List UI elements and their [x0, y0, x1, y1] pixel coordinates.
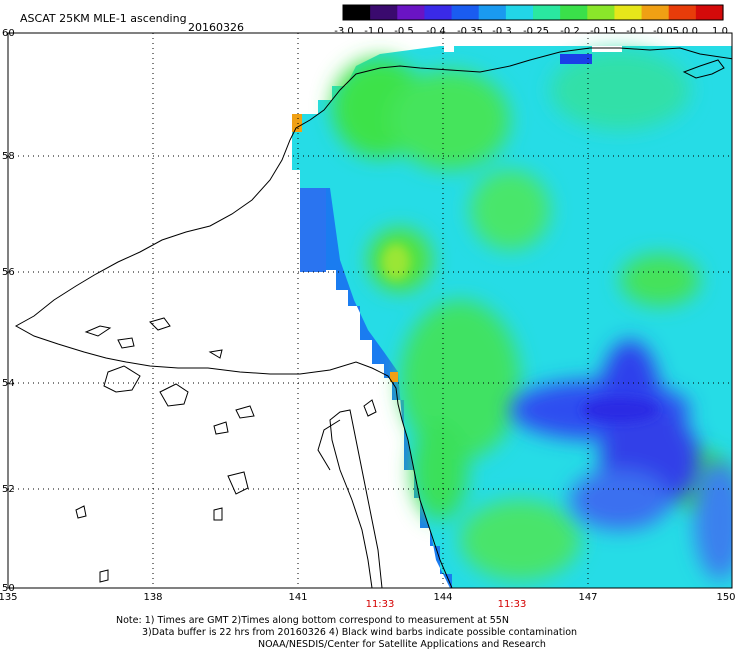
lon-label: 141	[288, 592, 307, 603]
pass-time: 11:33	[498, 599, 527, 610]
lon-label: 138	[143, 592, 162, 603]
orange-spot	[390, 372, 398, 382]
colorbar-tick: -0.15	[590, 26, 616, 37]
colorbar-tick: -0.2	[560, 26, 580, 37]
lat-label: 50	[2, 583, 15, 594]
lon-label: 147	[578, 592, 597, 603]
colorbar-tick: -0.4	[426, 26, 446, 37]
colorbar-tick: -1.0	[364, 26, 384, 37]
colorbar-tick: -0.05	[653, 26, 679, 37]
graticule	[8, 33, 732, 588]
colorbar-swatch	[641, 5, 670, 20]
colorbar-swatch	[533, 5, 561, 20]
note-line-1: Note: 1) Times are GMT 2)Times along bot…	[116, 615, 509, 626]
yellow-green-spot	[382, 244, 410, 280]
colorbar-swatch	[505, 5, 534, 20]
colorbar: -3.0 -1.0 -0.5 -0.4 -0.35 -0.3 -0.25 -0.…	[334, 4, 728, 37]
coastline	[14, 47, 732, 588]
colorbar-swatches	[343, 5, 724, 20]
note-line-3: NOAA/NESDIS/Center for Satellite Applica…	[258, 639, 546, 650]
footer-notes: Note: 1) Times are GMT 2)Times along bot…	[116, 615, 577, 650]
colorbar-swatch	[370, 5, 398, 20]
deep-blue-core	[582, 398, 658, 422]
swath-top-blue	[560, 54, 592, 64]
colorbar-swatch	[478, 5, 507, 20]
lat-label: 56	[2, 267, 15, 278]
swath-blue-west	[300, 188, 326, 272]
colorbar-tick: -0.1	[626, 26, 646, 37]
map-title: ASCAT 25KM MLE-1 ascending	[20, 12, 187, 25]
orange-spot	[292, 114, 302, 132]
colorbar-tick: -0.3	[492, 26, 512, 37]
longitude-labels: 135 138 141 144 147 150	[0, 592, 736, 603]
colorbar-swatch	[614, 5, 643, 20]
colorbar-swatch	[560, 5, 588, 20]
lat-label: 52	[2, 484, 15, 495]
colorbar-swatch	[587, 5, 616, 20]
colorbar-ticks: -3.0 -1.0 -0.5 -0.4 -0.35 -0.3 -0.25 -0.…	[334, 26, 728, 37]
colorbar-swatch	[424, 5, 453, 20]
colorbar-frame	[342, 4, 724, 21]
colorbar-tick: -0.5	[394, 26, 414, 37]
colorbar-swatch	[668, 5, 697, 20]
map-date: 20160326	[188, 21, 244, 34]
latitude-labels: 60 58 56 54 52 50	[2, 28, 15, 594]
colorbar-swatch	[343, 5, 371, 20]
colorbar-swatch	[451, 5, 480, 20]
map-frame	[7, 32, 733, 589]
swath-data-layer	[292, 46, 732, 588]
colorbar-tick: 1.0	[712, 26, 728, 37]
colorbar-swatch	[397, 5, 426, 20]
colorbar-tick: -0.25	[523, 26, 549, 37]
lat-label: 60	[2, 28, 15, 39]
lon-label: 135	[0, 592, 18, 603]
colorbar-tick: -3.0	[334, 26, 354, 37]
note-line-2: 3)Data buffer is 22 hrs from 20160326 4)…	[142, 627, 577, 638]
map-panel: 60 58 56 54 52 50 135 138 141 144 147 15…	[0, 28, 736, 610]
colorbar-swatch	[695, 5, 724, 20]
colorbar-tick: -0.35	[457, 26, 483, 37]
lat-label: 58	[2, 151, 15, 162]
lon-label: 144	[433, 592, 452, 603]
pass-time: 11:33	[366, 599, 395, 610]
green-regions	[332, 50, 730, 580]
lat-label: 54	[2, 378, 15, 389]
pass-times: 11:33 11:33	[366, 599, 527, 610]
lon-label: 150	[716, 592, 735, 603]
colorbar-tick: 0.0	[682, 26, 698, 37]
